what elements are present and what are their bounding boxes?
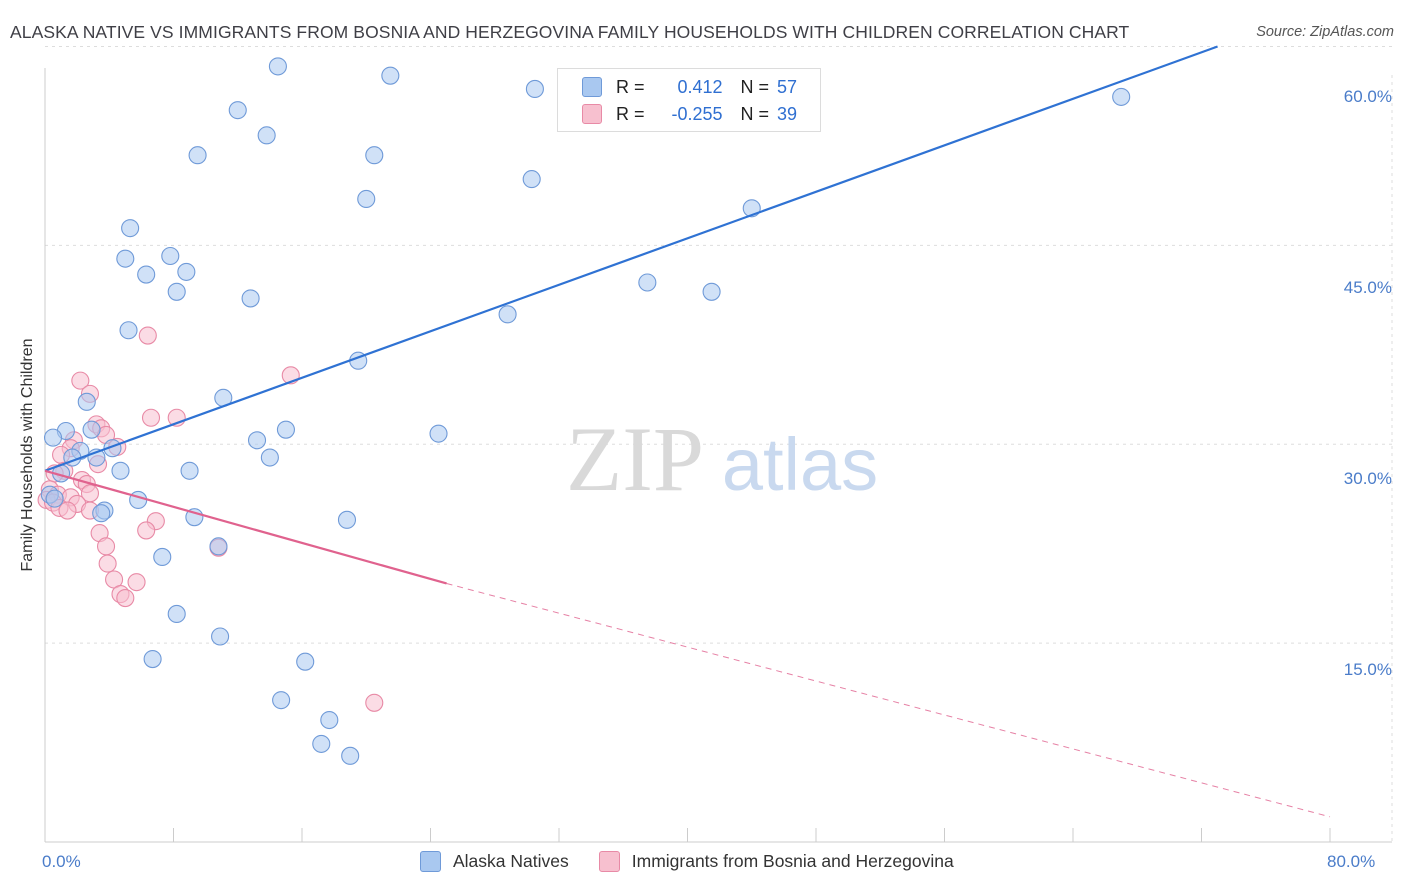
data-point	[241, 289, 260, 308]
data-point	[337, 510, 357, 529]
watermark: ZIP atlas	[566, 408, 878, 510]
data-point	[71, 371, 90, 390]
r-label: R =	[616, 76, 645, 97]
watermark-zip: ZIP	[566, 408, 704, 510]
trend-line-bosnia	[44, 469, 447, 585]
data-point	[320, 710, 339, 730]
data-point	[312, 734, 331, 753]
source-label: Source: ZipAtlas.com	[1256, 24, 1394, 40]
legend-swatch-pink	[582, 104, 602, 124]
r-label: R =	[616, 103, 645, 124]
stats-legend: R = 0.412 N = 57 R = -0.255 N = 39	[557, 68, 821, 132]
data-point	[525, 79, 544, 98]
data-point	[138, 326, 157, 345]
data-point	[111, 461, 130, 480]
y-tick-label: 30.0%	[1343, 469, 1392, 488]
data-point	[296, 652, 315, 671]
data-point	[116, 589, 135, 608]
data-point	[43, 428, 63, 447]
data-point	[260, 448, 279, 467]
legend-label: Immigrants from Bosnia and Herzegovina	[631, 851, 954, 871]
axes	[44, 68, 1392, 843]
legend-row-alaska: R = 0.412 N = 57	[582, 75, 797, 99]
y-tick-label: 60.0%	[1343, 87, 1392, 106]
data-point	[228, 101, 247, 120]
series-immigrants-bosnia	[37, 326, 384, 712]
data-point	[188, 146, 207, 165]
legend-swatch-blue	[420, 851, 441, 872]
data-point	[141, 408, 161, 427]
data-point	[153, 547, 172, 567]
data-point	[357, 189, 376, 209]
data-point	[121, 219, 140, 238]
legend-row-bosnia: R = -0.255 N = 39	[582, 102, 797, 126]
legend-item-alaska-natives: Alaska Natives	[420, 851, 569, 872]
y-tick-label: 15.0%	[1343, 660, 1392, 679]
watermark-atlas: atlas	[722, 423, 878, 506]
data-point	[257, 126, 276, 145]
trend-lines	[44, 45, 1331, 818]
r-value: -0.255	[671, 103, 723, 124]
n-value: 57	[777, 76, 798, 97]
data-point	[82, 420, 101, 439]
data-point	[96, 537, 116, 556]
data-point	[209, 537, 228, 556]
data-point	[1112, 87, 1131, 106]
data-point	[365, 146, 384, 165]
x-tick-label: 80.0%	[1327, 852, 1376, 871]
data-point	[98, 554, 117, 573]
n-value: 39	[777, 103, 798, 124]
data-point	[92, 504, 111, 523]
series-legend: Alaska Natives Immigrants from Bosnia an…	[420, 851, 984, 872]
legend-label: Alaska Natives	[453, 851, 569, 871]
data-point	[45, 489, 64, 508]
r-value: 0.412	[677, 76, 723, 97]
data-point	[137, 265, 156, 284]
data-point	[429, 424, 448, 443]
n-label: N =	[740, 103, 770, 124]
trend-line-bosnia-extrapolated	[446, 582, 1331, 818]
chart-title: ALASKA NATIVE VS IMMIGRANTS FROM BOSNIA …	[10, 22, 1130, 42]
grid-lines	[45, 46, 1393, 842]
data-point	[341, 746, 360, 765]
data-point	[180, 461, 199, 480]
data-point	[167, 282, 186, 301]
data-point	[177, 262, 196, 281]
data-point	[58, 501, 77, 520]
legend-swatch-blue	[582, 77, 602, 97]
data-point	[272, 691, 291, 710]
data-point	[638, 273, 657, 292]
legend-item-immigrants-bosnia: Immigrants from Bosnia and Herzegovina	[598, 851, 954, 872]
data-point	[137, 521, 156, 540]
data-point	[167, 604, 186, 624]
data-point	[161, 246, 180, 266]
data-point	[381, 66, 400, 85]
data-point	[522, 170, 541, 189]
data-point	[498, 305, 517, 324]
trend-line-alaska	[44, 45, 1218, 472]
data-point	[268, 57, 287, 76]
data-point	[365, 693, 384, 712]
data-point	[116, 249, 135, 268]
data-point	[129, 490, 148, 509]
data-point	[119, 321, 138, 340]
data-point	[127, 573, 146, 592]
legend-swatch-pink	[598, 851, 620, 872]
y-tick-label: 45.0%	[1343, 278, 1392, 297]
data-point	[702, 282, 721, 301]
data-point	[247, 431, 267, 450]
x-tick-label: 0.0%	[42, 852, 81, 871]
y-axis-label: Family Households with Children	[19, 338, 36, 572]
data-point	[77, 392, 96, 411]
data-point	[143, 649, 162, 669]
data-point	[211, 627, 230, 646]
n-label: N =	[740, 76, 770, 97]
data-point	[276, 420, 295, 439]
